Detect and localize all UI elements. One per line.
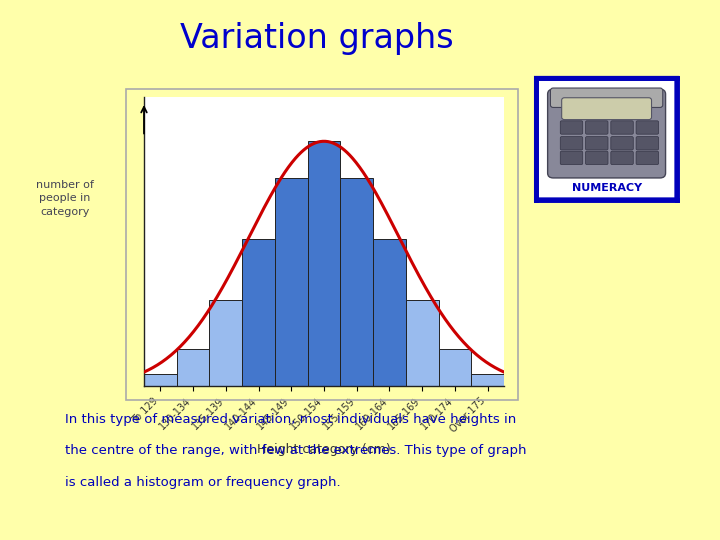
Bar xyxy=(373,239,406,386)
Text: the centre of the range, with few at the extremes. This type of graph: the centre of the range, with few at the… xyxy=(65,444,526,457)
FancyBboxPatch shape xyxy=(560,137,582,150)
Bar xyxy=(472,374,504,386)
Text: number of
people in
category: number of people in category xyxy=(36,180,94,217)
Bar xyxy=(210,300,242,386)
Text: NUMERACY: NUMERACY xyxy=(572,183,642,193)
Bar xyxy=(406,300,438,386)
FancyBboxPatch shape xyxy=(548,89,665,178)
Text: is called a histogram or frequency graph.: is called a histogram or frequency graph… xyxy=(65,476,341,489)
FancyBboxPatch shape xyxy=(636,121,659,134)
FancyBboxPatch shape xyxy=(562,98,652,120)
FancyBboxPatch shape xyxy=(611,137,634,150)
FancyBboxPatch shape xyxy=(636,151,659,165)
FancyBboxPatch shape xyxy=(550,88,662,107)
Bar xyxy=(438,349,472,386)
FancyBboxPatch shape xyxy=(611,121,634,134)
FancyBboxPatch shape xyxy=(585,121,608,134)
FancyBboxPatch shape xyxy=(560,121,582,134)
Bar xyxy=(341,178,373,386)
X-axis label: Height category (cm): Height category (cm) xyxy=(257,443,391,456)
Text: Variation graphs: Variation graphs xyxy=(180,22,454,55)
Bar xyxy=(307,141,341,386)
Bar xyxy=(176,349,210,386)
Bar xyxy=(242,239,275,386)
FancyBboxPatch shape xyxy=(536,78,677,200)
FancyBboxPatch shape xyxy=(636,137,659,150)
FancyBboxPatch shape xyxy=(585,137,608,150)
FancyBboxPatch shape xyxy=(585,151,608,165)
FancyBboxPatch shape xyxy=(611,151,634,165)
Text: In this type of measured variation, most individuals have heights in: In this type of measured variation, most… xyxy=(65,413,516,426)
FancyBboxPatch shape xyxy=(560,151,582,165)
Bar xyxy=(144,374,176,386)
Bar xyxy=(275,178,307,386)
